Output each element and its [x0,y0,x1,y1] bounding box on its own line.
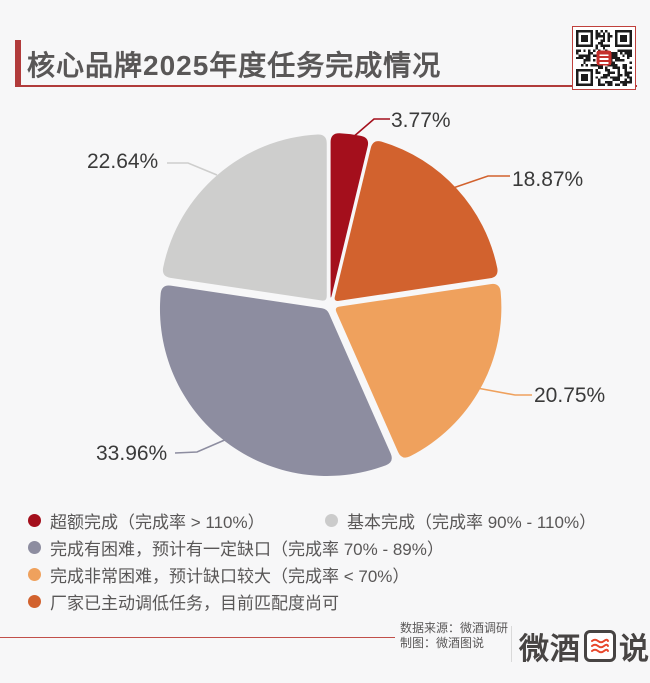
credit-line: 制图：微酒图说 [400,636,485,650]
legend-dot [28,541,41,554]
logo-text-left: 微酒 [519,633,581,666]
pie-value-label: 20.75% [534,384,606,407]
qr-pattern [576,30,632,86]
pie-slice[interactable] [159,285,392,476]
pie-value-label: 22.64% [87,150,159,173]
pie-label-leader [351,118,390,139]
legend-dot [325,514,338,527]
legend-label: 超额完成（完成率 > 110%） [50,513,265,532]
legend-dot [28,568,41,581]
legend-row: 厂家已主动调低任务，目前匹配度尚可 [28,588,628,615]
legend-label: 完成有困难，预计有一定缺口（完成率 70% - 89%） [50,540,444,559]
data-source-line: 数据来源：微酒调研 [400,621,509,635]
title-underline [15,85,637,87]
legend-dot [28,595,41,608]
pie-label-leader [174,438,228,454]
pie-slice[interactable] [330,133,369,298]
brand-logo: 微酒 说 [519,624,650,668]
legend-item-basically-done[interactable]: 基本完成（完成率 90% - 110%） [325,507,596,534]
legend-label: 完成非常困难，预计缺口较大（完成率 < 70%） [50,567,410,586]
qr-code [572,26,636,90]
pie-value-label: 3.77% [391,109,451,132]
legend-item-some-gap[interactable]: 完成有困难，预计有一定缺口（完成率 70% - 89%） [28,535,444,560]
logo-wave-icon [584,630,616,662]
footer-credits: 数据来源：微酒调研 制图：微酒图说 [400,621,508,651]
legend-dot [28,514,41,527]
legend-item-large-gap[interactable]: 完成非常困难，预计缺口较大（完成率 < 70%） [28,562,409,587]
legend-label: 厂家已主动调低任务，目前匹配度尚可 [50,594,339,613]
pie-label-leader [452,175,510,189]
logo-text-right: 说 [619,633,650,666]
page-title: 核心品牌2025年度任务完成情况 [27,50,442,81]
pie-value-label: 33.96% [96,442,168,465]
pie-slice[interactable] [162,134,327,301]
pie-slice[interactable] [334,141,498,301]
legend-row: 完成有困难，预计有一定缺口（完成率 70% - 89%） [28,534,628,561]
chart-legend: 超额完成（完成率 > 110%） 基本完成（完成率 90% - 110%） 完成… [28,507,628,615]
pie-label-leader [476,387,532,396]
legend-row: 超额完成（完成率 > 110%） 基本完成（完成率 90% - 110%） [28,507,628,534]
pie-slice[interactable] [335,283,502,458]
title-accent-bar [15,40,21,86]
pie-label-leader [167,162,218,176]
legend-row: 完成非常困难，预计缺口较大（完成率 < 70%） [28,561,628,588]
pie-value-label: 18.87% [512,168,584,191]
legend-item-overachieved[interactable]: 超额完成（完成率 > 110%） [28,508,265,533]
footer-accent-line [0,637,395,638]
legend-item-lowered-target[interactable]: 厂家已主动调低任务，目前匹配度尚可 [28,589,339,614]
legend-label: 基本完成（完成率 90% - 110%） [347,513,597,532]
footer-divider [511,626,512,662]
pie-chart [159,118,532,476]
